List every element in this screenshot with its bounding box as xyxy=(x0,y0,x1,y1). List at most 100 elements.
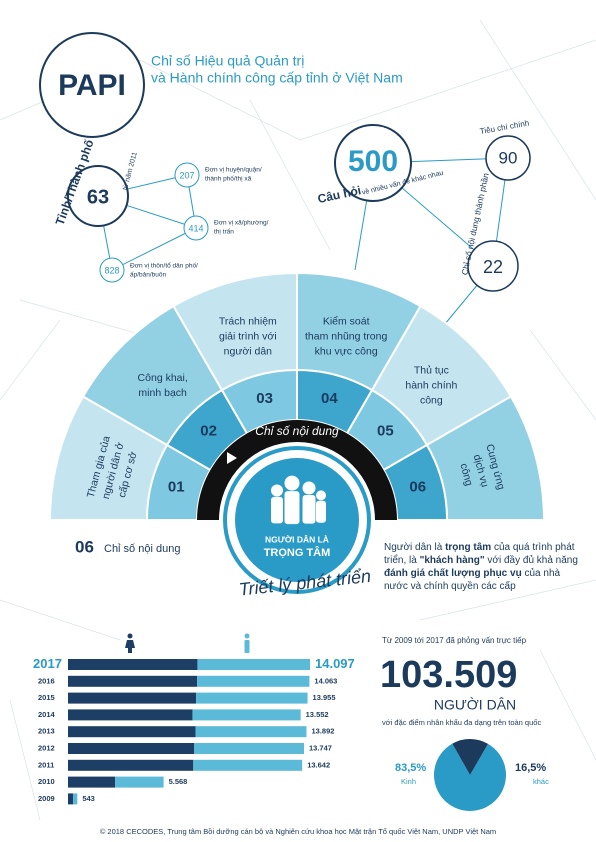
node xyxy=(67,165,129,227)
node-label: thị trấn xyxy=(214,227,234,236)
badge-circle xyxy=(39,32,145,138)
bar xyxy=(68,759,194,771)
pie-slice xyxy=(452,739,488,775)
dimension-number: 02 xyxy=(200,423,217,440)
dimension-label: giải trình với xyxy=(219,330,277,342)
paragraph-text: Người dân là xyxy=(384,542,446,553)
summary-intro: Từ 2009 tới 2017 đã phỏng vấn trực tiếp xyxy=(382,636,527,645)
bar xyxy=(115,776,164,788)
y-tick-label: 2013 xyxy=(38,727,55,736)
paragraph-text: đánh giá chất lượng phục vụ xyxy=(384,568,522,579)
icon-person xyxy=(316,500,326,523)
node-label: Tiêu chí chính xyxy=(479,119,530,137)
bar xyxy=(197,659,310,670)
node xyxy=(99,257,125,283)
node-label: Đơn vị xã/phường/ xyxy=(214,220,269,227)
node-value: 207 xyxy=(179,170,194,180)
bar xyxy=(193,759,303,771)
node-label: ấp/bản/buôn xyxy=(130,270,167,279)
pie-chart: 83,5% Kinh 16,5% khác xyxy=(395,739,549,812)
y-tick-label: 2017 xyxy=(33,656,62,671)
badge: PAPI xyxy=(58,69,126,102)
bar xyxy=(192,709,301,721)
bar-chart: 2017 14.097 2016 14.063 2015 13.955 2014 13.552… xyxy=(33,656,355,805)
center-label: NGƯỜI DÂN LÀ xyxy=(265,533,329,544)
total-label: 13.552 xyxy=(306,710,329,719)
ring xyxy=(197,420,397,520)
y-tick-label: 2016 xyxy=(38,676,55,685)
bar xyxy=(68,793,73,805)
node-label: Đơn vị huyện/quận/ xyxy=(205,167,262,174)
node-value: 414 xyxy=(188,223,203,233)
footer: © 2018 CECODES, Trung tâm Bồi dưỡng cán … xyxy=(100,827,496,836)
paragraph-text: của quá trình phát triển, là xyxy=(384,542,575,566)
pie-category: Kinh xyxy=(401,777,416,786)
total-label: 13.892 xyxy=(311,727,334,736)
node-note: từ năm 2011 xyxy=(122,151,139,191)
ring-label: Chỉ số nội dung xyxy=(255,424,339,438)
total-label: 13.955 xyxy=(313,693,336,702)
node-value: 22 xyxy=(483,257,503,277)
total-label: 13.747 xyxy=(309,743,332,752)
y-tick-label: 2015 xyxy=(38,693,55,702)
node-value: 90 xyxy=(499,148,518,167)
count-number: 06 xyxy=(75,537,94,556)
summary-note: với đặc điểm nhân khẩu đa dạng trên toàn… xyxy=(382,718,541,727)
dimension-label: tham nhũng trong xyxy=(305,330,387,342)
paragraph: Người dân là trọng tâm của quá trình phá… xyxy=(384,541,584,593)
paragraph-text: trọng tâm xyxy=(445,542,492,553)
dimension-label: Trách nhiệm xyxy=(219,315,277,327)
paragraph-text: của nhà nước và chính quyền các cấp xyxy=(384,568,561,592)
node-label: Câu hỏi xyxy=(316,183,362,206)
total-label: 14.063 xyxy=(314,676,337,685)
bar xyxy=(68,692,197,704)
dimension-number: 05 xyxy=(377,423,394,440)
bar xyxy=(197,675,310,687)
paragraph-text: với đầy đủ khả năng xyxy=(484,555,578,566)
node xyxy=(334,124,412,202)
total-label: 14.097 xyxy=(315,656,355,671)
icon-person xyxy=(271,496,283,524)
bar xyxy=(68,743,195,754)
bar xyxy=(68,709,193,721)
icon-male xyxy=(244,633,250,653)
icon-person xyxy=(302,495,316,524)
title-line: Chỉ số Hiệu quả Quản trị xyxy=(151,53,304,69)
y-tick-label: 2009 xyxy=(38,794,55,803)
node xyxy=(485,135,531,181)
center-label: TRỌNG TÂM xyxy=(264,546,331,559)
dimension-label: khu vực công xyxy=(315,345,378,357)
bar xyxy=(195,726,307,738)
paragraph-text: "khách hàng" xyxy=(419,555,485,566)
dimension-label: hành chính xyxy=(405,379,457,391)
node-value: 828 xyxy=(104,265,119,275)
pie-value-label: 16,5% xyxy=(515,762,546,774)
dimension-label: Công khai, xyxy=(138,372,188,384)
dimension-number: 03 xyxy=(256,390,273,407)
bar xyxy=(196,692,308,704)
y-tick-label: 2010 xyxy=(38,777,55,786)
dimension-number: 04 xyxy=(321,390,338,407)
pie-value-label: 83,5% xyxy=(395,762,426,774)
dimension-number: 01 xyxy=(168,479,185,496)
dimension-label: Thủ tục xyxy=(414,364,449,376)
pointer xyxy=(227,452,237,464)
node xyxy=(183,215,209,241)
node-label: thành phố/thị xã xyxy=(205,174,252,183)
icon-person xyxy=(284,491,300,525)
node-value: 500 xyxy=(348,145,398,178)
icon-person xyxy=(271,484,283,497)
title-line: và Hành chính công cấp tỉnh ở Việt Nam xyxy=(151,70,403,86)
node-label: Đơn vị thôn/tổ dân phố/ xyxy=(130,261,198,270)
summary-unit: NGƯỜI DÂN xyxy=(434,697,516,713)
icon-female xyxy=(125,633,135,653)
node-value: 63 xyxy=(87,186,109,208)
bar xyxy=(68,675,198,687)
icon-person xyxy=(302,481,316,495)
icon-person xyxy=(284,475,300,491)
pie-slice xyxy=(434,743,507,812)
dimension-label: Kiểm soát xyxy=(323,315,370,327)
node xyxy=(467,240,519,292)
